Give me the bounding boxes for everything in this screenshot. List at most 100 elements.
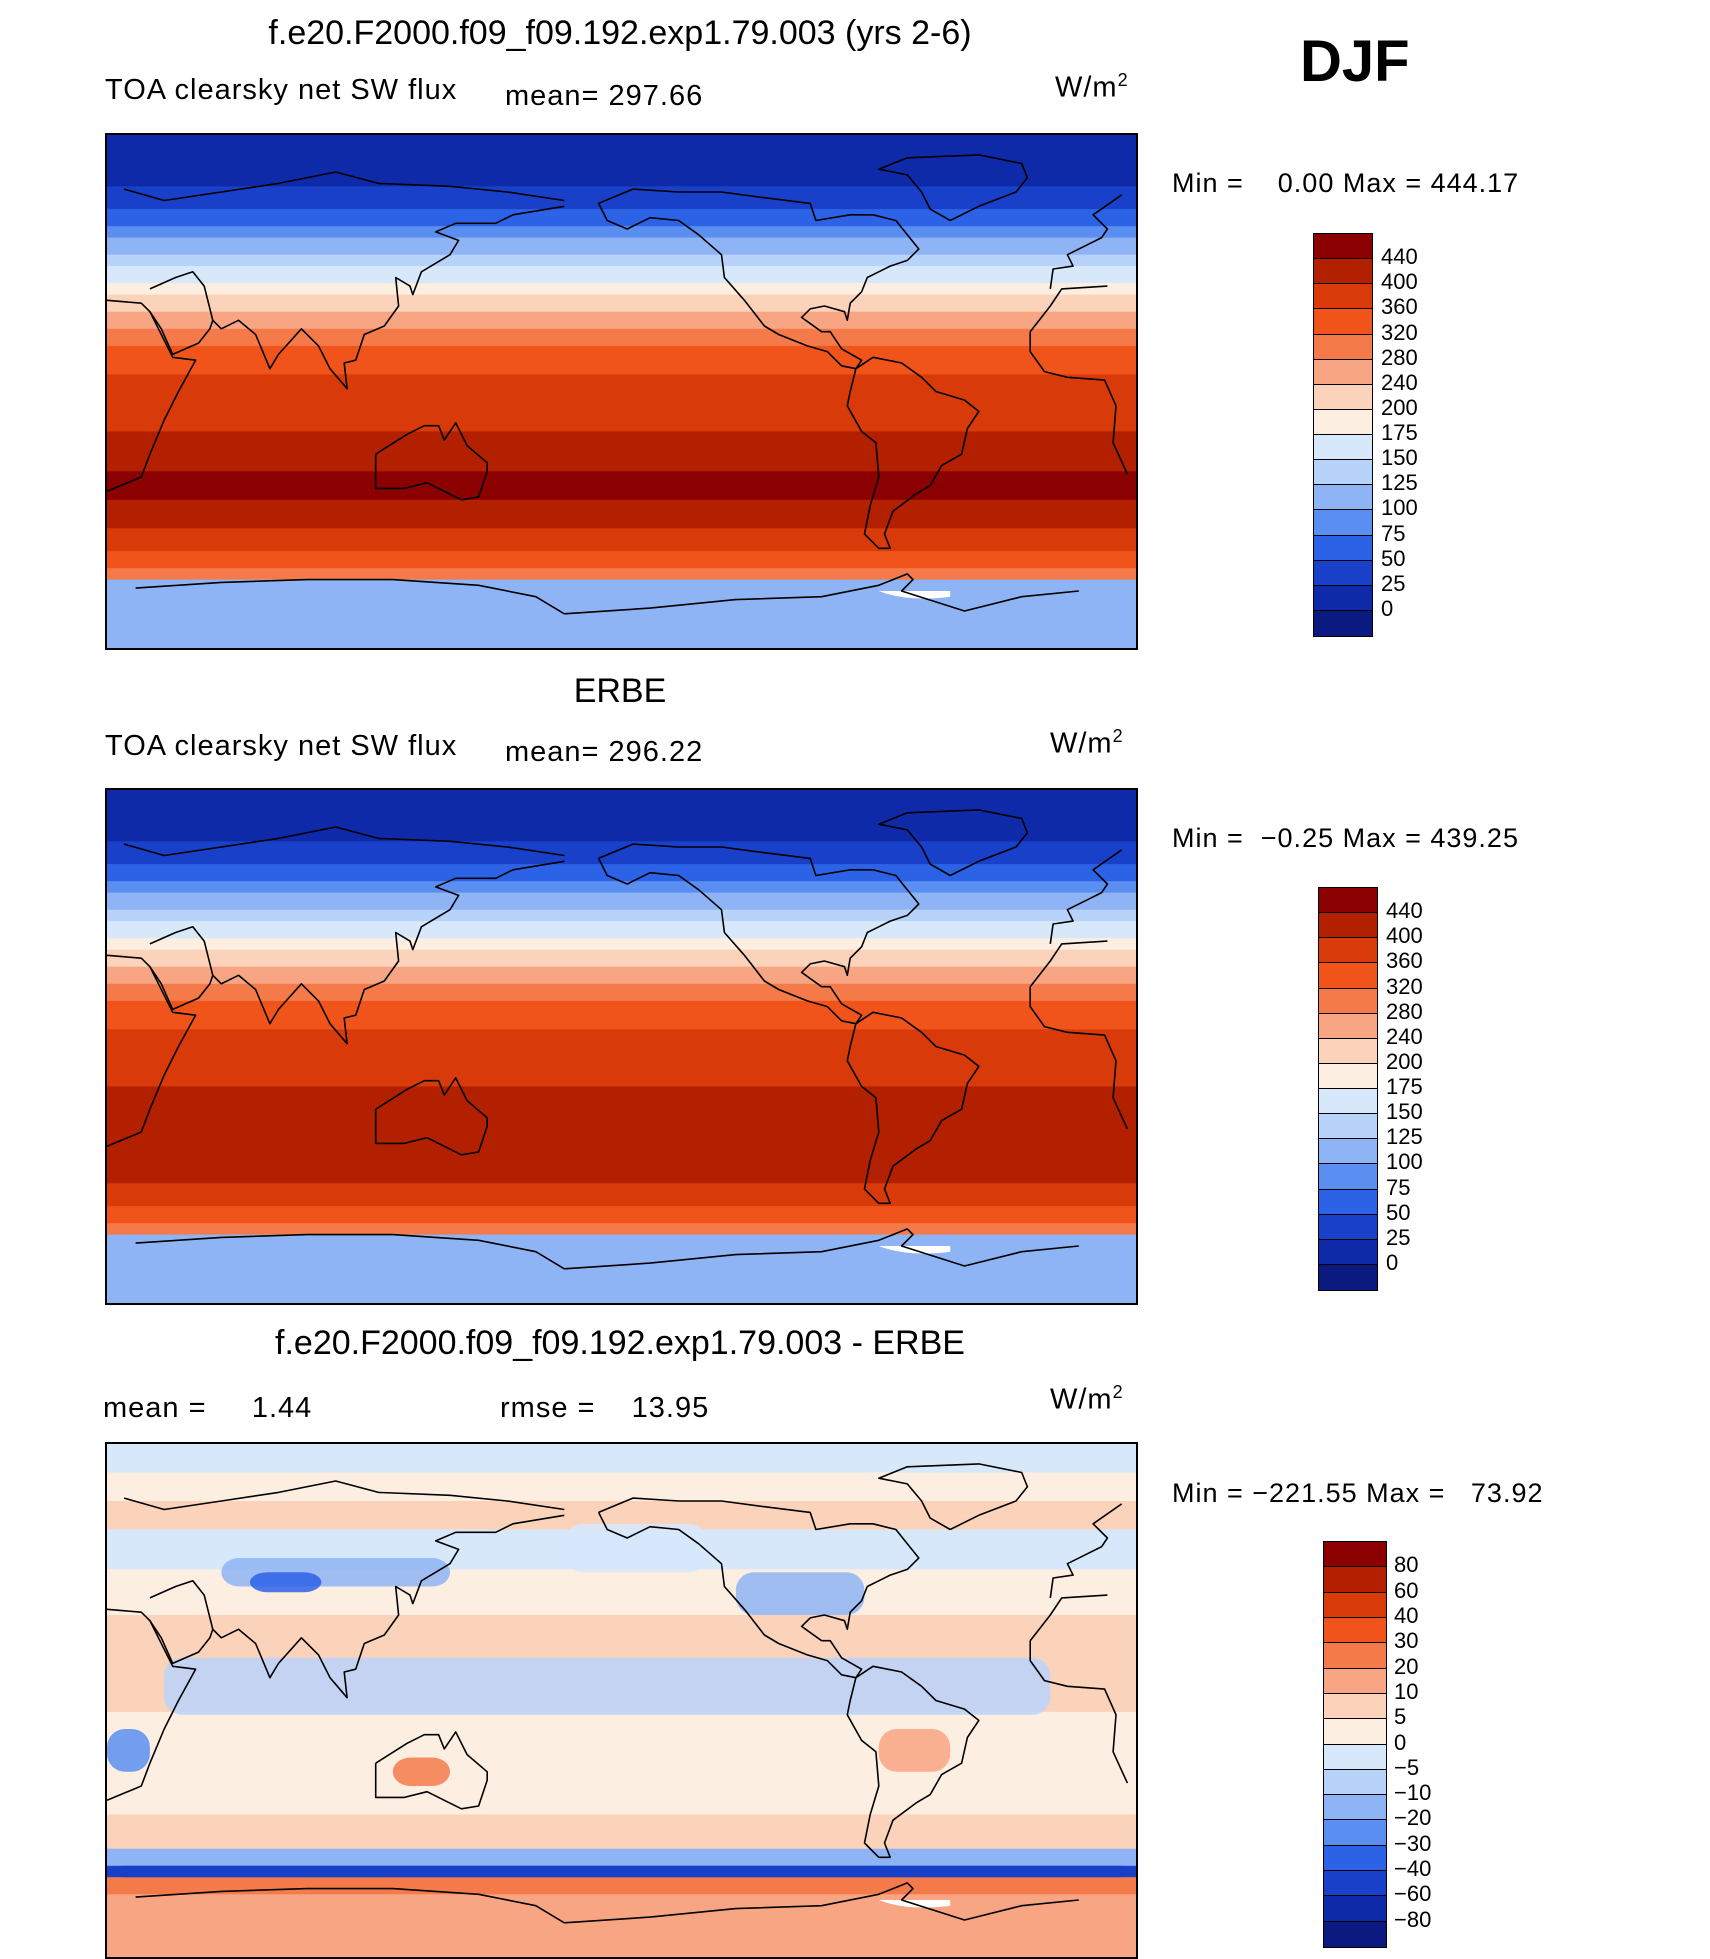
map-latitude-band [107, 1746, 1136, 1753]
coastline [374, 422, 488, 501]
map-latitude-band [107, 306, 1136, 313]
map-latitude-band [107, 1723, 1136, 1730]
colorbar-swatch [1319, 1038, 1377, 1064]
map-latitude-band [107, 568, 1136, 575]
colorbar-tick-label: 0 [1394, 1729, 1407, 1755]
map-latitude-band [107, 231, 1136, 239]
coastline [107, 285, 1129, 493]
map-latitude-band [107, 1240, 1136, 1247]
map-latitude-band [107, 1751, 1136, 1759]
coastline [149, 311, 214, 356]
map-latitude-band [107, 237, 1136, 244]
colorbar-swatch [1324, 1744, 1386, 1770]
anomaly-patch [392, 1757, 450, 1786]
coastline [135, 573, 1079, 615]
map-latitude-band [107, 795, 1136, 802]
colorbar-tick-label: 40 [1394, 1602, 1419, 1628]
colorbar-tick-label: 175 [1386, 1074, 1423, 1099]
map-latitude-band [107, 1092, 1136, 1099]
map-latitude-band [107, 1615, 1136, 1622]
coastline [149, 1620, 214, 1665]
map-latitude-band [107, 1143, 1136, 1150]
map-latitude-band [107, 328, 1136, 336]
map-latitude-band [107, 459, 1136, 467]
colorbar-swatch [1319, 888, 1377, 914]
panel1-minmax: Min = 0.00 Max = 444.17 [1172, 168, 1520, 198]
map-latitude-band [107, 608, 1136, 615]
coastline [149, 966, 214, 1011]
anomaly-patch [164, 1657, 1051, 1715]
map-latitude-band [107, 494, 1136, 501]
map-latitude-band [107, 1194, 1136, 1201]
map-latitude-band [107, 579, 1136, 586]
colorbar-tick-label: 360 [1386, 948, 1423, 974]
map-latitude-band [107, 824, 1136, 831]
colorbar-swatch [1324, 1542, 1386, 1568]
map-latitude-band [107, 1911, 1136, 1918]
map-latitude-band [107, 397, 1136, 404]
map-latitude-band [107, 1626, 1136, 1633]
map-latitude-band [107, 1609, 1136, 1616]
map-latitude-band [107, 1291, 1136, 1298]
map-latitude-band [107, 1200, 1136, 1207]
colorbar-tick-label: 400 [1386, 923, 1423, 949]
colorbar-swatch [1324, 1769, 1386, 1796]
map-latitude-band [107, 921, 1136, 928]
map-latitude-band [107, 1717, 1136, 1724]
map-latitude-band [107, 801, 1136, 808]
map-latitude-band [107, 1285, 1136, 1293]
map-latitude-band [107, 1166, 1136, 1173]
colorbar-tick-label: 75 [1386, 1174, 1411, 1200]
colorbar-tick-label: 30 [1394, 1628, 1419, 1654]
map-latitude-band [107, 414, 1136, 421]
coastline [597, 843, 920, 1025]
colorbar-tick-label: 200 [1381, 394, 1418, 420]
map-latitude-band [107, 1854, 1136, 1861]
map-latitude-band [107, 556, 1136, 564]
colorbar-swatch [1314, 259, 1372, 285]
map-latitude-band [107, 1120, 1136, 1127]
map-latitude-band [107, 169, 1136, 176]
anomaly-patch [249, 1572, 322, 1593]
coastline [878, 1463, 1029, 1531]
coastline [123, 171, 1123, 290]
map-latitude-band [107, 573, 1136, 581]
colorbar-swatch [1314, 284, 1372, 310]
colorbar-swatch [1314, 234, 1372, 260]
map-latitude-band [107, 1763, 1136, 1770]
colorbar-tick-label: 50 [1381, 545, 1406, 571]
map-latitude-band [107, 174, 1136, 182]
map-latitude-band [107, 1501, 1136, 1508]
map-latitude-band [107, 807, 1136, 814]
map-latitude-band [107, 454, 1136, 461]
map-latitude-band [107, 516, 1136, 524]
map-latitude-band [107, 1075, 1136, 1082]
panel3-title: f.e20.F2000.f09_f09.192.exp1.79.003 - ER… [275, 1324, 965, 1362]
map-latitude-band [107, 1786, 1136, 1793]
map-latitude-band [107, 283, 1136, 290]
map-latitude-band [107, 1831, 1136, 1838]
map-latitude-band [107, 1882, 1136, 1890]
map-latitude-band [107, 1569, 1136, 1576]
colorbar-tick-label: 320 [1386, 973, 1423, 999]
coastline [149, 1514, 565, 1699]
map-latitude-band [107, 1768, 1136, 1776]
map-latitude-band [107, 317, 1136, 324]
map-latitude-band [107, 1137, 1136, 1144]
map-latitude-band [107, 277, 1136, 284]
coastline [107, 940, 1129, 1148]
colorbar-swatch [1319, 1013, 1377, 1039]
colorbar-swatch [1324, 1896, 1386, 1922]
colorbar-tick-label: 150 [1386, 1099, 1423, 1125]
map-latitude-band [107, 1280, 1136, 1287]
map-latitude-band [107, 591, 1136, 598]
map-latitude-band [107, 1808, 1136, 1816]
coastline [846, 1011, 980, 1205]
map-latitude-band [107, 1797, 1136, 1804]
colorbar-swatch [1324, 1845, 1386, 1872]
map-latitude-band [107, 471, 1136, 478]
map-latitude-band [107, 1023, 1136, 1030]
colorbar-swatch [1319, 1264, 1377, 1290]
colorbar-tick-label: 80 [1394, 1552, 1419, 1578]
map-latitude-band [107, 1512, 1136, 1519]
